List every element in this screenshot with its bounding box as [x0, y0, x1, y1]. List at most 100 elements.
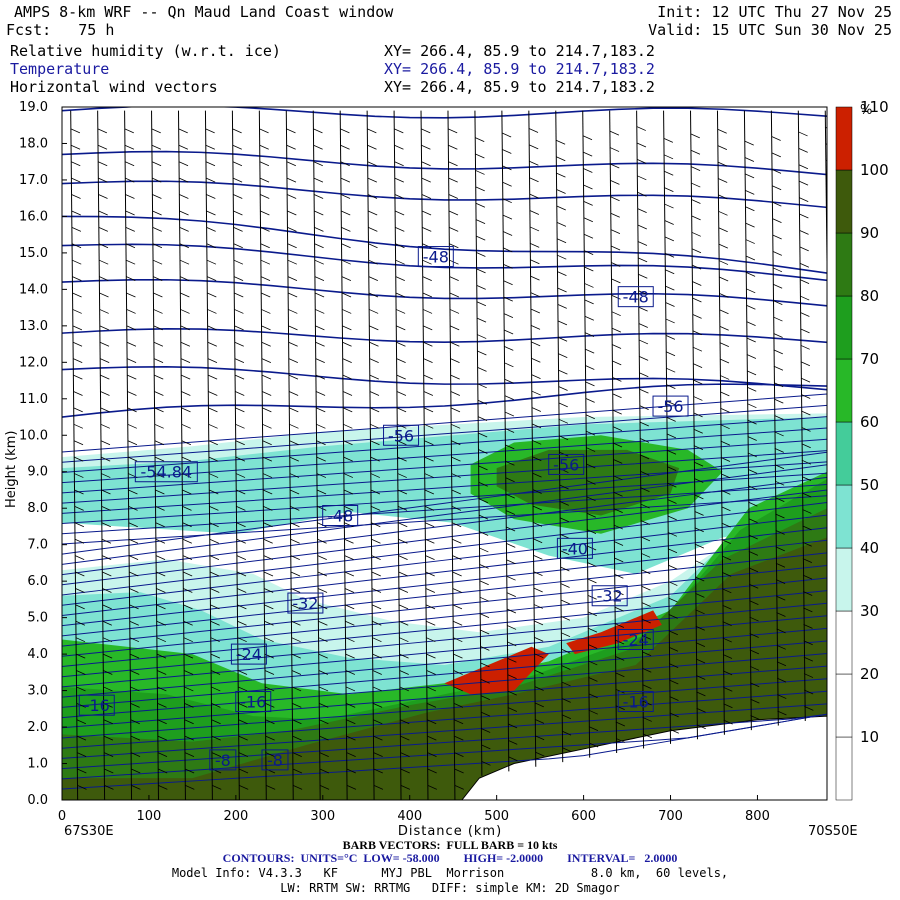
wind-barb-flag: [346, 785, 357, 790]
wind-barb-flag: [287, 276, 298, 281]
wind-barb-flag: [588, 726, 599, 731]
wind-barb-flag: [476, 301, 487, 307]
wind-barb-flag: [475, 153, 485, 159]
wind-barb-flag: [233, 210, 243, 216]
wind-barb-flag: [423, 341, 433, 347]
wind-barb-flag: [452, 571, 462, 577]
wind-barb-flag: [394, 128, 404, 134]
wind-barb-flag: [263, 489, 273, 495]
wind-barb-staff: [528, 110, 537, 767]
wind-barb-flag: [450, 374, 460, 380]
wind-barb-flag: [641, 569, 651, 575]
wind-barb-flag: [481, 760, 491, 766]
wind-barb-flag: [561, 714, 572, 720]
wind-barb-flag: [103, 670, 113, 675]
wind-barb-flag: [693, 396, 703, 401]
wind-barb-flag: [505, 444, 515, 450]
wind-barb-flag: [692, 363, 703, 368]
wind-barb-flag: [126, 325, 136, 331]
wind-barb-flag: [479, 547, 489, 553]
wind-barb-flag: [179, 194, 189, 199]
wind-barb-flag: [151, 144, 162, 150]
wind-barb-flag: [153, 292, 163, 298]
wind-barb-flag: [262, 407, 272, 413]
wind-barb-flag: [504, 362, 514, 368]
wind-barb-flag: [425, 604, 436, 610]
wind-barb-flag: [76, 670, 86, 675]
temp-contour: [62, 365, 827, 391]
wind-barb-flag: [774, 398, 784, 404]
y-tick-label: 5.0: [27, 611, 48, 626]
wind-barb-flag: [289, 423, 299, 429]
wind-barb-flag: [126, 292, 136, 298]
wind-barb-flag: [746, 337, 756, 343]
wind-barb-flag: [532, 489, 542, 494]
wind-barb-staff: [393, 110, 402, 800]
temp-contour: [62, 150, 827, 176]
temp-contour: [62, 577, 827, 657]
wind-barb-flag: [586, 496, 596, 502]
wind-barb-flag: [263, 555, 273, 560]
wind-barb-flag: [210, 620, 220, 626]
wind-barb-flag: [448, 128, 458, 134]
wind-barb-flag: [102, 588, 112, 593]
wind-barb-flag: [399, 702, 410, 708]
wind-barb-flag: [776, 595, 786, 601]
wind-barb-flag: [207, 309, 217, 314]
y-tick-label: 2.0: [27, 720, 48, 735]
wind-barb-flag: [694, 527, 704, 533]
wind-barb-flag: [237, 620, 247, 626]
wind-barb-flag: [453, 702, 464, 708]
colorbar-tick-label: 10: [860, 728, 879, 746]
field-name-rh: Relative humidity (w.r.t. ice): [10, 42, 281, 60]
wind-barb-flag: [314, 226, 324, 232]
wind-barb-flag: [423, 374, 433, 380]
wind-barb-flag: [693, 412, 703, 418]
wind-barb-flag: [423, 407, 434, 413]
wind-barb-flag: [747, 386, 757, 392]
field-xy-rh: XY= 266.4, 85.9 to 214.7,183.2: [384, 42, 655, 60]
wind-barb-flag: [638, 290, 648, 296]
wind-barb-flag: [343, 407, 353, 413]
contour-label: -48: [423, 248, 449, 267]
wind-barb-flag: [507, 690, 517, 696]
wind-barb-flag: [345, 604, 355, 610]
wind-barb-flag: [696, 691, 706, 697]
wind-barb-flag: [560, 550, 570, 555]
wind-barb-flag: [454, 768, 464, 774]
wind-barb-flag: [179, 226, 189, 232]
wind-barb-flag: [748, 534, 758, 540]
wind-barb-flag: [154, 440, 165, 446]
wind-barb-flag: [717, 145, 728, 151]
contour-label-box: [322, 505, 359, 527]
wind-barb-flag: [533, 554, 543, 560]
wind-barb-flag: [287, 243, 297, 249]
wind-barb-flag: [289, 407, 299, 413]
wind-barb-flag: [749, 583, 759, 589]
wind-barb-flag: [179, 259, 190, 265]
y-axis-label: Height (km): [4, 430, 19, 508]
wind-barb-staff: [582, 110, 591, 758]
temp-contour: [62, 278, 827, 307]
wind-barb-flag: [691, 248, 702, 254]
wind-barb-flag: [798, 164, 809, 170]
wind-barb-flag: [179, 210, 189, 216]
wind-barb-flag: [718, 227, 728, 233]
wind-barb-flag: [451, 506, 462, 511]
wind-barb-flag: [827, 324, 836, 328]
wind-barb-flag: [799, 279, 810, 285]
wind-barb-flag: [502, 165, 512, 171]
chart-title: AMPS 8-km WRF -- Qn Maud Land Coast wind…: [14, 3, 394, 21]
wind-barb-flag: [424, 456, 434, 462]
colorbar-tick-label: 40: [860, 539, 879, 557]
wind-barb-flag: [205, 128, 215, 134]
wind-barb-flag: [422, 276, 432, 281]
wind-barb-flag: [504, 428, 515, 433]
wind-barb-flag: [396, 391, 407, 396]
wind-barb-flag: [453, 719, 464, 725]
wind-barb-flag: [615, 655, 625, 661]
wind-barb-flag: [613, 524, 624, 530]
wind-barb-flag: [371, 522, 381, 528]
contour-label: -24: [236, 645, 262, 664]
wind-barb-flag: [130, 686, 140, 692]
